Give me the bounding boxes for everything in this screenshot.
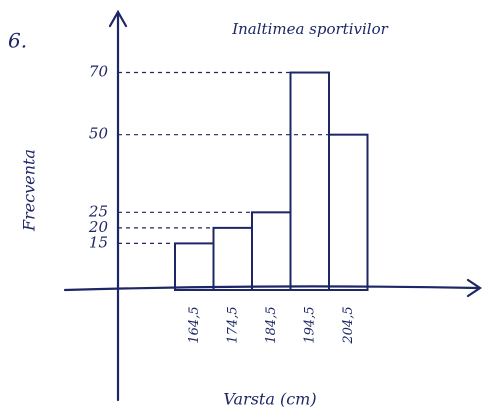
bar: [289, 71, 330, 291]
problem-number: 6.: [8, 29, 27, 53]
x-tick-label: 204,5: [341, 306, 356, 344]
bar: [212, 226, 253, 292]
x-tick-label: 174,5: [225, 306, 240, 343]
bar: [174, 242, 215, 291]
y-tick-label: 70: [89, 63, 109, 81]
chart-title: Inaltimea sportivilor: [231, 20, 388, 38]
y-axis-label: Frecventa: [20, 149, 39, 232]
bar: [251, 211, 292, 291]
x-tick-label: 184,5: [264, 306, 279, 343]
bar: [328, 133, 369, 291]
x-axis: [63, 278, 482, 298]
y-tick-label: 20: [88, 218, 109, 236]
y-tick-label: 50: [89, 125, 109, 143]
y-tick-label: 25: [88, 202, 108, 220]
x-tick-label: 194,5: [302, 306, 317, 343]
x-tick-label: 164,5: [187, 306, 202, 343]
x-axis-label: Varsta (cm): [223, 390, 316, 409]
y-tick-label: 15: [89, 233, 108, 251]
y-axis: [108, 9, 128, 402]
